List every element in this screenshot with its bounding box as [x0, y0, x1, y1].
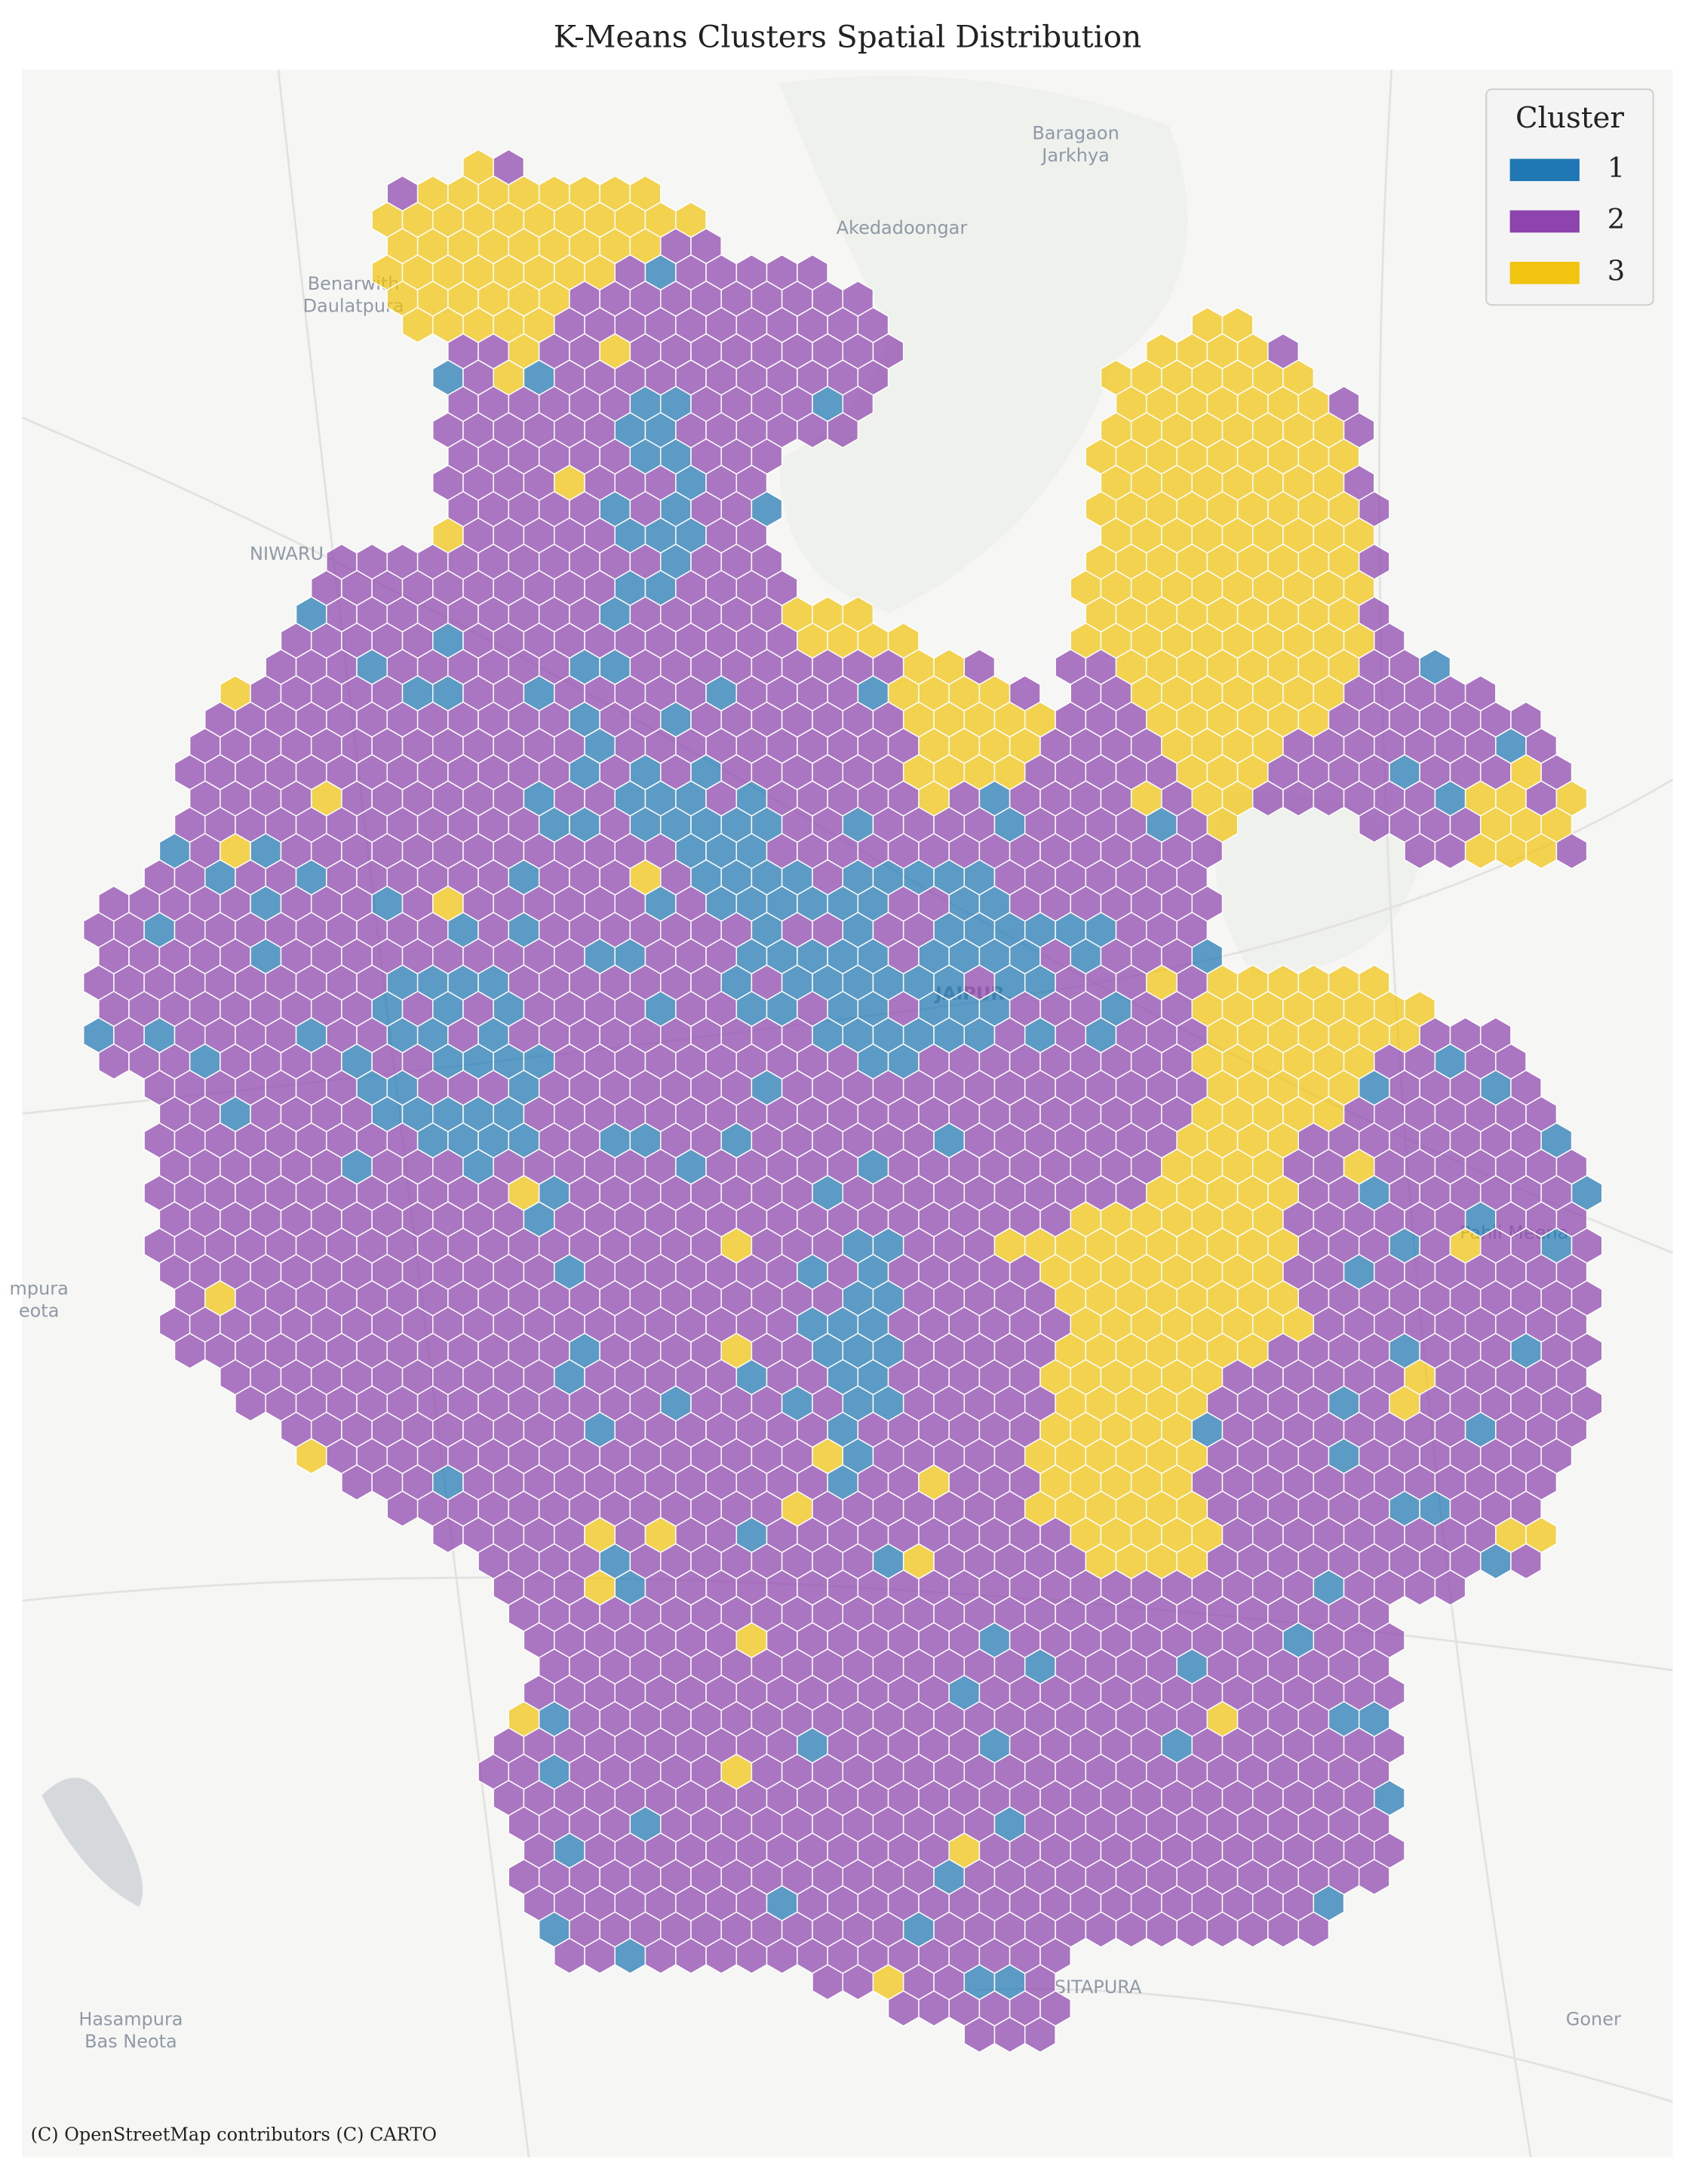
hex-cell [1434, 1569, 1466, 1606]
map-title: K-Means Clusters Spatial Distribution [554, 18, 1141, 54]
legend-label: 3 [1607, 254, 1625, 287]
place-label: SITAPURA [1055, 1977, 1142, 1998]
hex-layer [82, 149, 1603, 2053]
legend-swatch [1509, 262, 1580, 284]
legend-swatch [1509, 158, 1580, 182]
hex-cell [1555, 833, 1588, 870]
basemap-green [779, 75, 1188, 613]
legend-label: 2 [1607, 203, 1625, 235]
legend-title: Cluster [1515, 101, 1624, 135]
place-label: Jarkhya [1040, 145, 1110, 166]
place-label: Akedadoongar [837, 217, 968, 238]
basemap-water [41, 1777, 143, 1907]
hex-cell [827, 412, 859, 449]
place-label: eota [19, 1300, 60, 1321]
legend-box [1485, 88, 1654, 306]
place-label: Bas Neota [84, 2031, 177, 2052]
hex-cell [1358, 1858, 1390, 1896]
place-label: mpura [10, 1278, 69, 1299]
hex-cell [1297, 1911, 1330, 1948]
hex-cell [1510, 1543, 1542, 1580]
hex-cell [1024, 2017, 1056, 2053]
attribution: (C) OpenStreetMap contributors (C) CARTO [31, 2124, 437, 2146]
place-label: Hasampura [78, 2008, 183, 2029]
legend-label: 1 [1607, 152, 1625, 184]
place-label: NIWARU [250, 543, 324, 564]
legend-swatch [1509, 210, 1580, 233]
place-label: Goner [1566, 2008, 1621, 2029]
legend: Cluster 1 2 3 [1485, 88, 1654, 306]
place-label: Baragaon [1032, 123, 1119, 144]
